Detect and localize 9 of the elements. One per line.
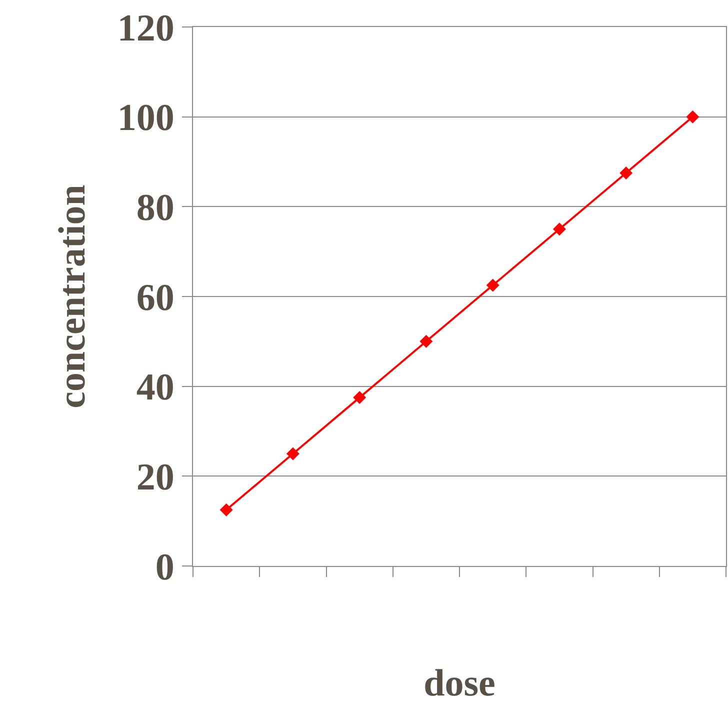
y-tick-label: 0: [155, 546, 174, 588]
y-tick-label: 80: [136, 186, 174, 229]
y-tick-label: 40: [136, 366, 174, 409]
y-tick-label: 100: [117, 97, 174, 140]
x-axis-title: dose: [424, 662, 496, 704]
y-axis-title: concentration: [52, 184, 94, 408]
y-tick-label: 120: [117, 7, 174, 50]
y-tick-label: 20: [136, 456, 174, 498]
y-tick-label: 60: [136, 276, 174, 319]
